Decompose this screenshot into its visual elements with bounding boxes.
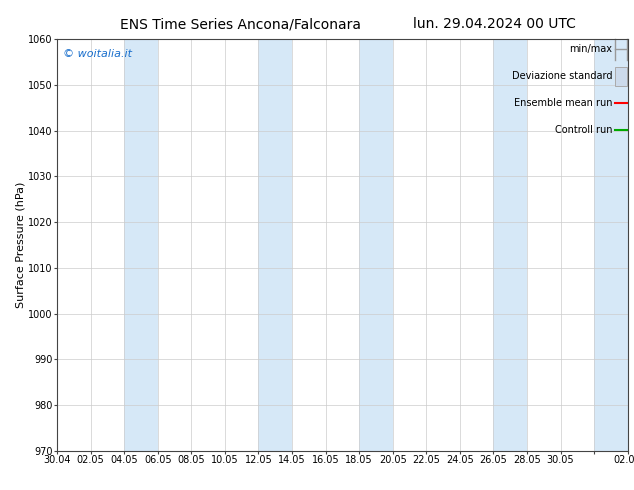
Text: Ensemble mean run: Ensemble mean run — [514, 98, 612, 108]
Text: Deviazione standard: Deviazione standard — [512, 71, 612, 81]
Text: ENS Time Series Ancona/Falconara: ENS Time Series Ancona/Falconara — [120, 17, 361, 31]
Y-axis label: Surface Pressure (hPa): Surface Pressure (hPa) — [15, 182, 25, 308]
Bar — [615, 67, 626, 85]
Text: lun. 29.04.2024 00 UTC: lun. 29.04.2024 00 UTC — [413, 17, 576, 31]
Bar — [594, 39, 628, 451]
Bar — [359, 39, 392, 451]
Text: min/max: min/max — [569, 45, 612, 54]
Text: © woitalia.it: © woitalia.it — [63, 49, 132, 59]
Bar — [124, 39, 158, 451]
Text: Controll run: Controll run — [555, 125, 612, 135]
Bar — [493, 39, 527, 451]
Bar — [259, 39, 292, 451]
